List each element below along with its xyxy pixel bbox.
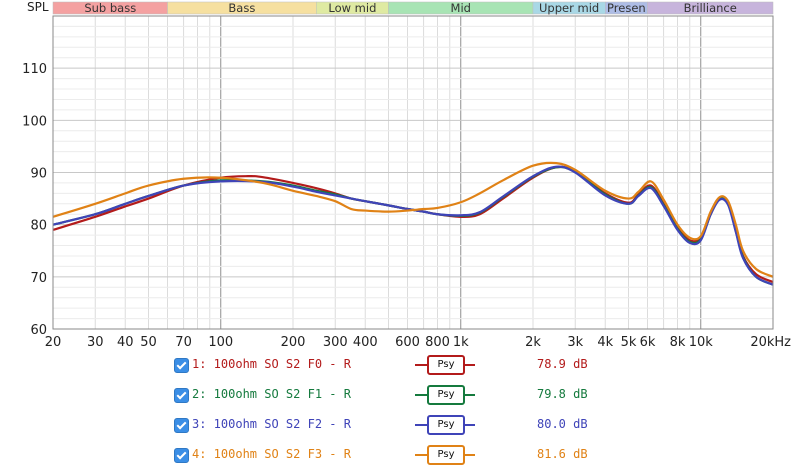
- x-tick-label: 70: [175, 335, 192, 350]
- band-label: Low mid: [328, 1, 376, 15]
- x-tick-label: 4k: [597, 335, 613, 350]
- x-tick-label: 50: [140, 335, 157, 350]
- y-tick-label: 110: [22, 62, 47, 77]
- x-tick-label: 20: [45, 335, 62, 350]
- legend-entry-db: 79.8 dB: [537, 387, 588, 401]
- legend-entry-name: 2: 100ohm SO S2 F1 - R: [192, 387, 351, 401]
- legend-swatch[interactable]: Psy: [415, 385, 475, 405]
- legend-swatch[interactable]: Psy: [415, 415, 475, 435]
- x-tick-label: 6k: [640, 335, 656, 350]
- series-lines: [52, 161, 774, 286]
- band-label: Mid: [451, 1, 471, 15]
- frequency-response-chart: Sub bass Bass Low mid Mid Upper mid Presen Bri…: [22, 0, 791, 350]
- x-tick-label: 10k: [689, 335, 714, 350]
- band-label: Bass: [228, 1, 255, 15]
- x-tick-label: 40: [117, 335, 134, 350]
- y-tick-labels: 60 70 80 90 100 110: [22, 62, 47, 338]
- x-tick-label: 300: [323, 335, 348, 350]
- legend-entry-name: 3: 100ohm SO S2 F2 - R: [192, 417, 351, 431]
- x-tick-labels: 20 30 40 50 70 100 200 300 400 600 800 1k 2k 3k 4k 5k 6k…: [45, 335, 791, 350]
- x-tick-label: 30: [87, 335, 104, 350]
- y-tick-label: 70: [30, 271, 47, 286]
- x-tick-label: 5k: [621, 335, 637, 350]
- checkbox-checked-icon[interactable]: [174, 388, 189, 403]
- y-axis-label: SPL: [27, 0, 49, 14]
- swatch-box: Psy: [427, 385, 465, 405]
- swatch-box: Psy: [427, 355, 465, 375]
- legend-entry[interactable]: 1: 100ohm SO S2 F0 - R Psy 78.9 dB: [172, 355, 632, 385]
- x-tick-label: 100: [208, 335, 233, 350]
- checkbox-checked-icon[interactable]: [174, 418, 189, 433]
- x-tick-label: 3k: [567, 335, 583, 350]
- swatch-box: Psy: [427, 415, 465, 435]
- x-tick-label: 800: [425, 335, 450, 350]
- x-tick-label: 2k: [525, 335, 541, 350]
- legend: 1: 100ohm SO S2 F0 - R Psy 78.9 dB 2: 10…: [172, 355, 632, 475]
- legend-entry-db: 80.0 dB: [537, 417, 588, 431]
- legend-entry[interactable]: 2: 100ohm SO S2 F1 - R Psy 79.8 dB: [172, 385, 632, 415]
- series-line: [52, 161, 774, 278]
- band-label: Sub bass: [84, 1, 136, 15]
- legend-entry-db: 81.6 dB: [537, 447, 588, 461]
- legend-entry-name: 1: 100ohm SO S2 F0 - R: [192, 357, 351, 371]
- band-label: Upper mid: [539, 1, 599, 15]
- x-tick-label: 200: [281, 335, 306, 350]
- legend-swatch[interactable]: Psy: [415, 355, 475, 375]
- band-label: Presen: [607, 1, 646, 15]
- legend-entry[interactable]: 3: 100ohm SO S2 F2 - R Psy 80.0 dB: [172, 415, 632, 445]
- band-label: Brilliance: [684, 1, 737, 15]
- checkbox-checked-icon[interactable]: [174, 358, 189, 373]
- frequency-bands: Sub bass Bass Low mid Mid Upper mid Presen Bri…: [52, 1, 774, 15]
- legend-entry-db: 78.9 dB: [537, 357, 588, 371]
- y-tick-label: 80: [30, 219, 47, 234]
- y-tick-label: 100: [22, 114, 47, 129]
- x-tick-label: 600: [395, 335, 420, 350]
- legend-swatch[interactable]: Psy: [415, 445, 475, 465]
- x-tick-label: 400: [353, 335, 378, 350]
- x-tick-label: 1k: [453, 335, 469, 350]
- y-tick-label: 60: [30, 323, 47, 338]
- x-tick-label: 8k: [670, 335, 686, 350]
- plot-frame: [52, 15, 774, 330]
- x-tick-label: 20kHz: [750, 335, 791, 350]
- band-rect: [647, 1, 774, 15]
- checkbox-checked-icon[interactable]: [174, 448, 189, 463]
- y-tick-label: 90: [30, 167, 47, 182]
- legend-entry[interactable]: 4: 100ohm SO S2 F3 - R Psy 81.6 dB: [172, 445, 632, 475]
- swatch-box: Psy: [427, 445, 465, 465]
- legend-entry-name: 4: 100ohm SO S2 F3 - R: [192, 447, 351, 461]
